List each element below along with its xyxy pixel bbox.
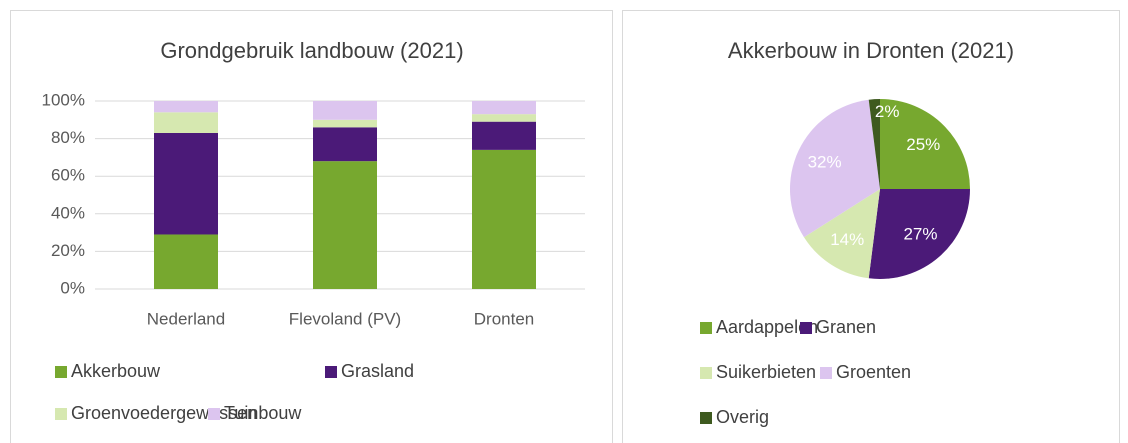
y-tick-label: 60% [51, 166, 85, 185]
legend-label: Overig [716, 407, 769, 427]
y-tick-label: 80% [51, 128, 85, 147]
legend-swatch [800, 322, 812, 334]
data-label: 32% [808, 152, 842, 171]
y-tick-label: 40% [51, 203, 85, 222]
legend-swatch [700, 412, 712, 424]
chart-title: Akkerbouw in Dronten (2021) [728, 38, 1014, 63]
data-label: 14% [830, 230, 864, 249]
legend-label: Suikerbieten [716, 362, 816, 382]
y-tick-label: 0% [60, 278, 85, 297]
bar [313, 101, 377, 120]
legend-label: Groenten [836, 362, 911, 382]
legend-label: Granen [816, 317, 876, 337]
legend-swatch [820, 367, 832, 379]
legend-label: Grasland [341, 361, 414, 381]
pie-slice [868, 189, 970, 279]
bar [472, 149, 536, 289]
bar [313, 119, 377, 128]
pie-slice [790, 99, 880, 238]
legend-swatch [700, 367, 712, 379]
legend-swatch [208, 408, 220, 420]
panel [10, 10, 613, 443]
legend-swatch [325, 366, 337, 378]
legend-label: Tuinbouw [224, 403, 302, 423]
panel [622, 10, 1120, 443]
legend-swatch [55, 408, 67, 420]
bar [313, 161, 377, 289]
x-tick-label: Nederland [147, 309, 225, 328]
pie-slice [868, 99, 880, 189]
y-tick-label: 20% [51, 241, 85, 260]
y-tick-label: 100% [42, 90, 85, 109]
pie-slice [804, 189, 880, 279]
legend-swatch [55, 366, 67, 378]
data-label: 2% [875, 102, 900, 121]
bar [154, 234, 218, 289]
pie-slice [880, 99, 970, 189]
bar [154, 112, 218, 133]
legend-label: Aardappelen [716, 317, 818, 337]
x-tick-label: Flevoland (PV) [289, 309, 401, 328]
bar [472, 121, 536, 150]
bar [154, 101, 218, 113]
legend-label: Akkerbouw [71, 361, 161, 381]
chart-title: Grondgebruik landbouw (2021) [160, 38, 463, 63]
bar [154, 132, 218, 235]
bar [472, 101, 536, 115]
data-label: 25% [906, 135, 940, 154]
bar [472, 114, 536, 122]
data-label: 27% [903, 224, 937, 243]
legend-swatch [700, 322, 712, 334]
bar [313, 127, 377, 162]
x-tick-label: Dronten [474, 309, 534, 328]
